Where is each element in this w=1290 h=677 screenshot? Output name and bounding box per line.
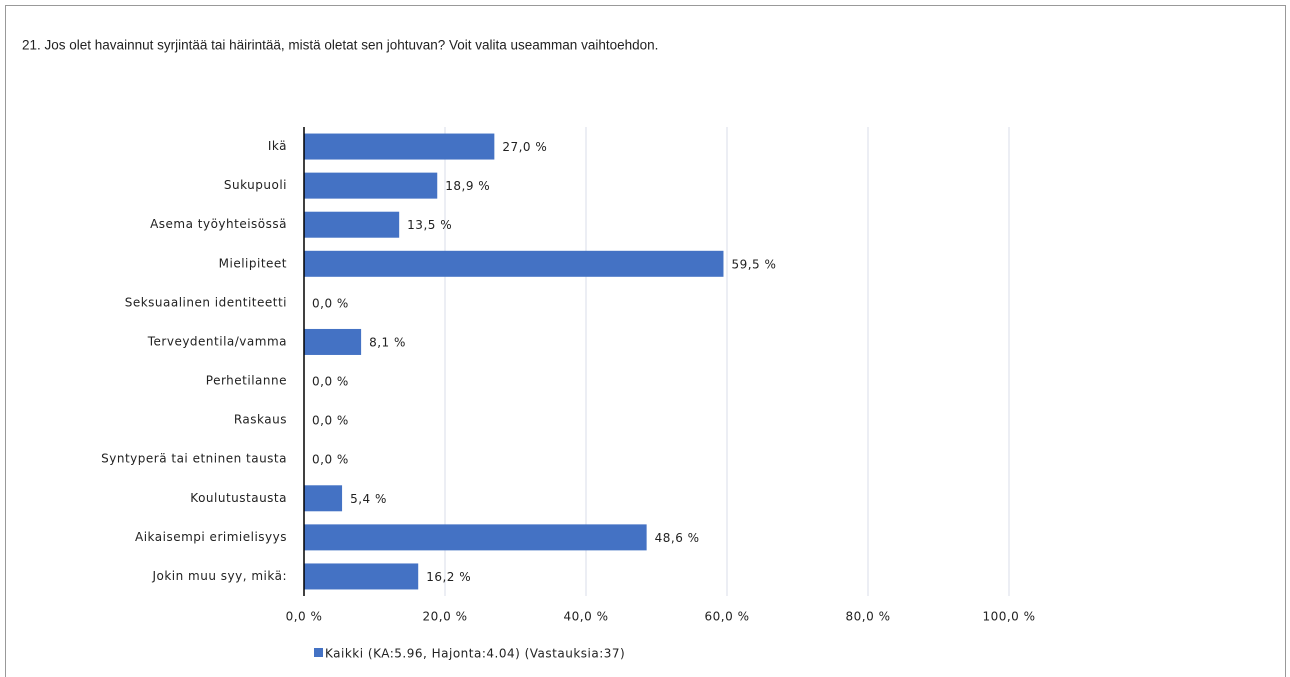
- bar: [304, 328, 362, 355]
- bar: [304, 524, 647, 551]
- value-label: 0,0 %: [312, 453, 349, 467]
- bar: [304, 250, 724, 277]
- bar: [304, 563, 419, 590]
- bar: [304, 172, 438, 199]
- legend-label: Kaikki (KA:5.96, Hajonta:4.04) (Vastauks…: [325, 647, 625, 661]
- value-label: 0,0 %: [312, 375, 349, 389]
- y-tick-label: Syntyperä tai etninen tausta: [101, 452, 287, 466]
- y-tick-label: Raskaus: [234, 413, 287, 427]
- value-label: 16,2 %: [426, 570, 471, 584]
- value-label: 48,6 %: [655, 531, 700, 545]
- value-label: 8,1 %: [369, 335, 406, 349]
- y-tick-label: Sukupuoli: [224, 178, 287, 192]
- value-label: 5,4 %: [350, 492, 387, 506]
- value-label: 59,5 %: [731, 257, 776, 271]
- y-tick-label: Asema työyhteisössä: [150, 217, 287, 231]
- value-label: 18,9 %: [445, 179, 490, 193]
- y-tick-label: Aikaisempi erimielisyys: [135, 530, 287, 544]
- value-label: 0,0 %: [312, 296, 349, 310]
- y-tick-label: Ikä: [268, 139, 287, 153]
- value-label: 0,0 %: [312, 414, 349, 428]
- y-tick-label: Koulutustausta: [190, 491, 287, 505]
- chart-title: 21. Jos olet havainnut syrjintää tai häi…: [22, 38, 658, 53]
- bar: [304, 485, 343, 512]
- frame: [5, 5, 1286, 677]
- x-tick-label: 100,0 %: [982, 610, 1035, 624]
- x-tick-label: 20,0 %: [423, 610, 468, 624]
- value-label: 27,0 %: [502, 140, 547, 154]
- x-tick-label: 40,0 %: [564, 610, 609, 624]
- x-tick-label: 0,0 %: [286, 610, 323, 624]
- value-label: 13,5 %: [407, 218, 452, 232]
- x-tick-label: 80,0 %: [846, 610, 891, 624]
- bar: [304, 133, 495, 160]
- legend-swatch: [314, 648, 323, 657]
- y-tick-label: Perhetilanne: [206, 374, 287, 388]
- y-tick-label: Seksuaalinen identiteetti: [125, 295, 287, 309]
- y-tick-label: Jokin muu syy, mikä:: [151, 569, 287, 583]
- y-tick-label: Terveydentila/vamma: [147, 334, 287, 348]
- bar: [304, 211, 400, 238]
- y-tick-label: Mielipiteet: [219, 256, 287, 270]
- x-tick-label: 60,0 %: [705, 610, 750, 624]
